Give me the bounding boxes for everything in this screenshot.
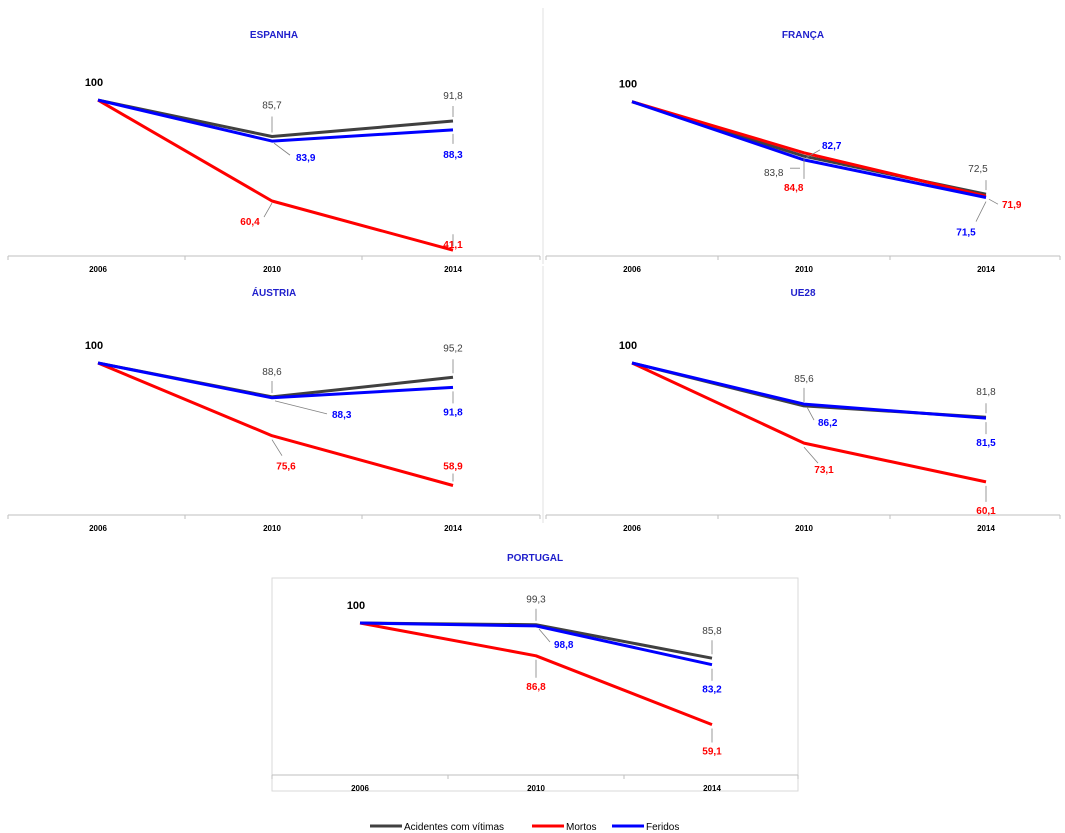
series-line-feridos [97,98,454,143]
data-label-mortos: 71,9 [1002,200,1022,211]
leader-line [263,202,273,218]
leader-line [271,439,283,456]
legend: Acidentes com vítimas Mortos Feridos [370,822,679,833]
x-tick-label: 2014 [444,265,462,274]
chart-franca: FRANÇA 2006 2010 2014 100 83,8 72,5 84,8 71,9 82,… [545,30,1061,274]
x-tick-label: 2006 [351,784,369,793]
legend-label-feridos: Feridos [646,822,679,833]
x-tick-label: 2014 [444,524,462,533]
series-line-mortos [631,361,987,484]
series-line-feridos [97,361,454,400]
data-label-acidentes: 85,7 [262,101,282,112]
data-label-acidentes: 85,6 [794,374,814,385]
data-label-mortos: 59,1 [702,747,722,758]
x-tick-label: 2010 [527,784,545,793]
data-label-mortos: 75,6 [276,462,296,473]
data-label-acidentes: 81,8 [976,387,996,398]
data-label-acidentes: 83,8 [764,168,784,179]
leader-line [273,142,291,156]
data-label-acidentes: 95,2 [443,343,463,354]
chart-ue28: UE28 2006 2010 2014 100 85,6 81,8 73,1 60,1 86,2 8… [545,288,1061,533]
x-tick-label: 2010 [795,524,813,533]
data-label-feridos: 71,5 [956,228,976,239]
chart-title: UE28 [790,288,815,299]
start-value-label: 100 [347,600,365,612]
series-line-feridos [631,361,987,420]
chart-title: PORTUGAL [507,553,563,564]
leader-line [803,446,819,464]
series-line-acidentes [631,100,987,196]
chart-austria: ÁUSTRIA 2006 2010 2014 100 88,6 95,2 75,6 58,9 88… [7,266,544,533]
chart-portugal: PORTUGAL 2006 2010 2014 100 99,3 85,8 86,8 59,1 9… [271,553,799,793]
leader-line [988,198,999,205]
x-tick-label: 2006 [623,524,641,533]
data-label-feridos: 98,8 [554,640,574,651]
leader-line [806,406,815,421]
data-label-mortos: 60,4 [240,217,260,228]
legend-label-acidentes: Acidentes com vítimas [404,822,504,833]
start-value-label: 100 [85,77,103,89]
series-line-mortos [631,100,987,198]
data-label-feridos: 82,7 [822,141,842,152]
series-line-mortos [97,361,454,487]
chart-title: ÁUSTRIA [252,286,296,299]
data-label-acidentes: 88,6 [262,367,282,378]
data-label-feridos: 88,3 [443,150,463,161]
data-label-feridos: 83,9 [296,153,316,164]
data-label-mortos: 73,1 [814,465,834,476]
x-tick-label: 2006 [89,265,107,274]
leader-line [805,149,821,159]
start-value-label: 100 [619,340,637,352]
start-value-label: 100 [85,340,103,352]
series-line-mortos [359,621,713,726]
x-tick-label: 2014 [703,784,721,793]
data-label-acidentes: 85,8 [702,626,722,637]
data-label-acidentes: 72,5 [968,164,988,175]
charts-layer: ESPANHA 2006 2010 2014 100 85,7 91,8 60,4 41,1 83… [7,8,1061,793]
data-label-feridos: 81,5 [976,438,996,449]
x-tick-label: 2010 [263,524,281,533]
series-line-mortos [97,98,454,252]
start-value-label: 100 [619,79,637,91]
chart-title: ESPANHA [250,30,298,41]
x-tick-label: 2010 [263,265,281,274]
data-label-feridos: 88,3 [332,410,352,421]
x-tick-label: 2014 [977,524,995,533]
data-label-mortos: 60,1 [976,506,996,517]
leader-line [975,201,987,222]
x-tick-label: 2006 [623,265,641,274]
leader-line [274,400,328,415]
data-label-mortos: 84,8 [784,183,804,194]
x-tick-label: 2006 [89,524,107,533]
data-label-feridos: 83,2 [702,685,722,696]
x-tick-label: 2010 [795,265,813,274]
data-label-mortos: 86,8 [526,682,546,693]
data-label-mortos: 41,1 [443,240,463,251]
legend-label-mortos: Mortos [566,822,597,833]
data-label-mortos: 58,9 [443,461,463,472]
series-line-feridos [359,621,713,667]
data-label-acidentes: 99,3 [526,595,546,606]
data-label-acidentes: 91,8 [443,91,463,102]
series-line-acidentes [631,361,987,419]
chart-title: FRANÇA [782,30,824,41]
panel-frame [271,577,799,792]
data-label-feridos: 86,2 [818,418,838,429]
x-tick-label: 2014 [977,265,995,274]
leader-line [538,628,551,643]
data-label-feridos: 91,8 [443,407,463,418]
chart-espanha: ESPANHA 2006 2010 2014 100 85,7 91,8 60,4 41,1 83… [7,8,544,274]
